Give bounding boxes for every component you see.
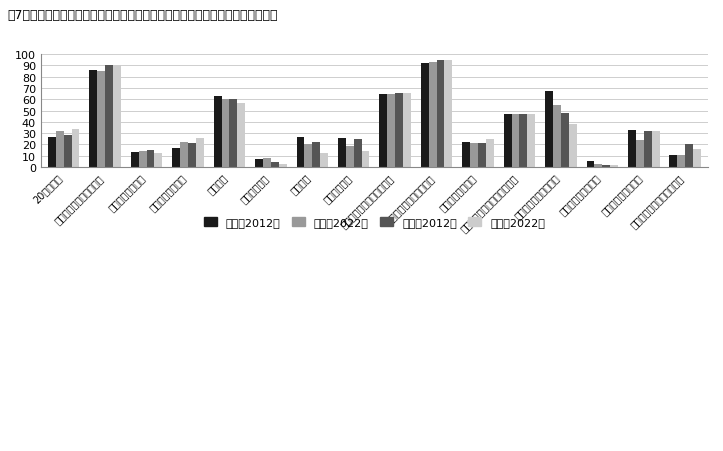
Bar bbox=[296, 137, 304, 168]
Bar bbox=[131, 153, 139, 168]
Bar bbox=[610, 166, 618, 168]
Bar bbox=[527, 115, 535, 168]
Bar bbox=[278, 164, 286, 168]
Bar bbox=[263, 159, 271, 168]
Bar bbox=[388, 94, 395, 168]
Bar bbox=[221, 100, 229, 168]
Bar bbox=[196, 138, 204, 168]
Bar bbox=[569, 125, 577, 168]
Bar bbox=[693, 150, 701, 168]
Bar bbox=[147, 151, 155, 168]
Bar bbox=[636, 141, 643, 168]
Bar bbox=[429, 63, 437, 168]
Bar bbox=[237, 103, 245, 168]
Text: 図7　性別・調査年別にみた「大人である」ための要件（継続・追加サンプル）: 図7 性別・調査年別にみた「大人である」ための要件（継続・追加サンプル） bbox=[7, 9, 278, 22]
Bar bbox=[602, 166, 610, 168]
Bar bbox=[651, 132, 659, 168]
Bar bbox=[312, 143, 320, 168]
Bar bbox=[97, 72, 105, 168]
Bar bbox=[643, 132, 651, 168]
Bar bbox=[304, 145, 312, 168]
Bar bbox=[56, 132, 64, 168]
Bar bbox=[628, 130, 636, 168]
Bar bbox=[214, 97, 221, 168]
Bar bbox=[72, 129, 80, 168]
Bar bbox=[478, 144, 486, 168]
Bar bbox=[155, 154, 162, 168]
Bar bbox=[594, 164, 602, 168]
Bar bbox=[346, 146, 354, 168]
Bar bbox=[338, 138, 346, 168]
Bar bbox=[362, 152, 369, 168]
Bar bbox=[90, 71, 97, 168]
Bar bbox=[188, 144, 196, 168]
Bar bbox=[395, 93, 403, 168]
Bar bbox=[685, 145, 693, 168]
Bar bbox=[180, 143, 188, 168]
Bar bbox=[64, 136, 72, 168]
Bar bbox=[504, 115, 512, 168]
Bar bbox=[437, 61, 445, 168]
Bar bbox=[677, 155, 685, 168]
Bar bbox=[320, 154, 328, 168]
Bar bbox=[271, 163, 278, 168]
Bar bbox=[470, 144, 478, 168]
Bar bbox=[229, 100, 237, 168]
Bar bbox=[519, 115, 527, 168]
Bar bbox=[486, 139, 494, 168]
Bar bbox=[586, 162, 594, 168]
Bar bbox=[139, 152, 147, 168]
Bar bbox=[255, 160, 263, 168]
Bar bbox=[545, 92, 553, 168]
Bar bbox=[512, 115, 519, 168]
Bar bbox=[421, 64, 429, 168]
Bar bbox=[403, 93, 411, 168]
Bar bbox=[113, 66, 121, 168]
Bar bbox=[172, 148, 180, 168]
Bar bbox=[462, 143, 470, 168]
Bar bbox=[48, 137, 56, 168]
Bar bbox=[561, 114, 569, 168]
Bar bbox=[105, 66, 113, 168]
Legend: 男性　2012年, 男性　2022年, 女性　2012年, 女性　2022年: 男性 2012年, 男性 2022年, 女性 2012年, 女性 2022年 bbox=[200, 212, 549, 232]
Bar bbox=[553, 106, 561, 168]
Bar bbox=[380, 94, 388, 168]
Bar bbox=[669, 155, 677, 168]
Bar bbox=[445, 61, 453, 168]
Bar bbox=[354, 139, 362, 168]
